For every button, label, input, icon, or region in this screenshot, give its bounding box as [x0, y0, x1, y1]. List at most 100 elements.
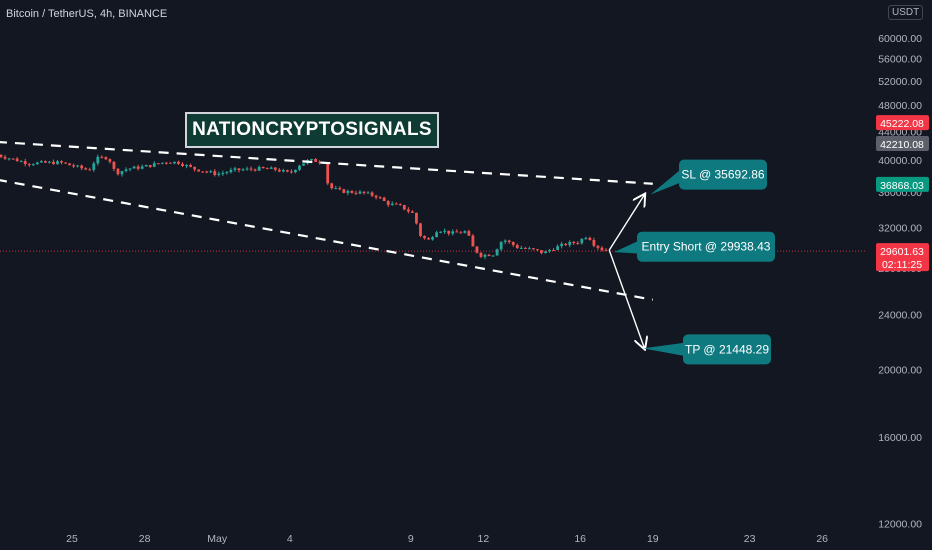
y-tick-label: 16000.00	[878, 432, 922, 444]
candle-body	[197, 169, 201, 172]
candle-body	[229, 169, 233, 173]
candle-body	[350, 190, 354, 193]
candle-body	[290, 171, 293, 173]
currency-selector[interactable]: USDT	[888, 5, 924, 20]
candle-body	[169, 162, 172, 164]
candle-body	[447, 230, 451, 234]
candle-body	[487, 254, 491, 257]
candle-body	[164, 162, 168, 164]
candle-body	[560, 243, 564, 247]
candle-body	[515, 244, 519, 248]
candle-body	[294, 169, 297, 173]
candle-body	[15, 158, 19, 162]
candle-body	[318, 161, 322, 163]
callout-pointer	[643, 342, 687, 357]
candle-body	[362, 191, 366, 193]
signal-callouts[interactable]: SL @ 35692.86 Entry Short @ 29938.43 TP @ …	[614, 159, 775, 365]
candle-body	[427, 238, 430, 240]
candle-body	[140, 166, 144, 169]
price-axis[interactable]: 12000.0016000.0020000.0024000.0028000.00…	[866, 0, 932, 550]
time-axis[interactable]: 25 28 May 4 9 12 16 19 23 26	[0, 527, 866, 550]
x-tick-label: 28	[139, 533, 151, 545]
candle-body	[600, 247, 604, 251]
candle-body	[374, 195, 378, 198]
candle-body	[277, 169, 281, 172]
candle-body	[406, 209, 410, 212]
candle-body	[213, 171, 217, 175]
price-tag-label: 29601.63	[880, 246, 924, 258]
y-tick-label: 32000.00	[878, 223, 922, 235]
candle-body	[507, 240, 511, 243]
candle-body	[261, 166, 265, 169]
candle-body	[64, 162, 67, 164]
price-tag-label: 36868.03	[880, 180, 924, 192]
candle-body	[19, 161, 23, 163]
candle-body	[439, 231, 443, 233]
x-tick-label: 19	[647, 533, 659, 545]
trend-channel[interactable]	[0, 140, 653, 301]
candle-body	[7, 158, 11, 160]
candle-body	[576, 243, 580, 245]
candle-body	[366, 192, 370, 194]
candle-body	[471, 235, 475, 247]
candle-body	[382, 197, 386, 202]
candle-body	[568, 241, 572, 246]
candle-body	[88, 169, 92, 171]
candle-body	[132, 166, 136, 169]
candle-body	[338, 188, 342, 190]
candle-body	[23, 161, 27, 165]
candle-body	[483, 254, 487, 257]
candle-body	[177, 161, 180, 164]
candle-body	[511, 242, 515, 245]
time-axis-bg	[0, 527, 866, 550]
candle-body	[411, 211, 414, 213]
callout-box	[637, 231, 775, 262]
candle-body	[52, 161, 55, 165]
candle-body	[241, 169, 245, 171]
candle-body	[580, 238, 584, 244]
y-tick-label: 24000.00	[878, 309, 922, 321]
candle-body	[519, 247, 523, 249]
price-axis-bg	[866, 0, 932, 550]
candle-body	[398, 204, 402, 206]
x-tick-label: 16	[574, 533, 586, 545]
candle-body	[475, 246, 479, 253]
candle-body	[548, 250, 551, 252]
candle-body	[451, 231, 455, 234]
candle-body	[181, 163, 184, 166]
y-tick-label: 60000.00	[878, 33, 922, 45]
candle-body	[56, 161, 59, 165]
candle-body	[43, 161, 47, 163]
candle-body	[503, 240, 507, 242]
candle-body	[394, 203, 398, 205]
candle-body	[592, 239, 596, 246]
candle-body	[596, 245, 600, 248]
candle-body	[209, 171, 213, 173]
signal-arrows[interactable]	[608, 195, 644, 349]
candle-body	[233, 168, 237, 170]
candle-body	[572, 241, 576, 244]
candle-body	[80, 165, 84, 169]
candle-body	[435, 232, 439, 238]
candle-body	[298, 165, 301, 170]
candle-body	[523, 247, 527, 249]
candle-body	[402, 205, 406, 210]
candle-body	[604, 250, 608, 252]
candle-body	[455, 231, 459, 233]
candle-body	[467, 231, 471, 236]
candle-body	[152, 163, 156, 167]
callout-label: TP @ 21448.29	[685, 342, 769, 356]
candle-body	[358, 191, 362, 194]
candle-body	[11, 158, 15, 160]
candle-body	[273, 167, 277, 170]
candle-body	[104, 157, 108, 160]
candle-body	[237, 168, 241, 171]
candle-body	[314, 159, 318, 162]
candle-body	[84, 168, 88, 170]
candle-body	[479, 252, 483, 257]
x-tick-label: 25	[66, 533, 78, 545]
candle-body	[185, 165, 188, 167]
price-tag-label: 45222.08	[880, 118, 924, 130]
